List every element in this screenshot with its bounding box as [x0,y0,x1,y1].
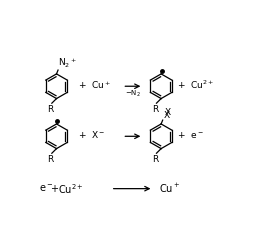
Text: R: R [47,155,53,164]
Text: X: X [163,111,170,120]
Text: $+$  Cu$^+$: $+$ Cu$^+$ [78,79,111,91]
Text: R: R [47,105,53,114]
Text: $+$  e$^-$: $+$ e$^-$ [177,130,204,140]
Text: $+$  X$^-$: $+$ X$^-$ [78,129,106,140]
Text: e$^-$: e$^-$ [39,183,54,194]
Text: $-$N$_2$: $-$N$_2$ [125,88,141,99]
Text: $+$  Cu$^{2+}$: $+$ Cu$^{2+}$ [177,79,215,91]
Text: $+$: $+$ [50,183,59,194]
Text: Cu$^{2+}$: Cu$^{2+}$ [58,182,84,196]
Text: R: R [152,105,158,114]
Text: Cu$^+$: Cu$^+$ [159,182,180,195]
Text: N$_2$$^+$: N$_2$$^+$ [58,57,77,70]
Text: R: R [152,155,158,164]
Text: X: X [165,108,171,117]
